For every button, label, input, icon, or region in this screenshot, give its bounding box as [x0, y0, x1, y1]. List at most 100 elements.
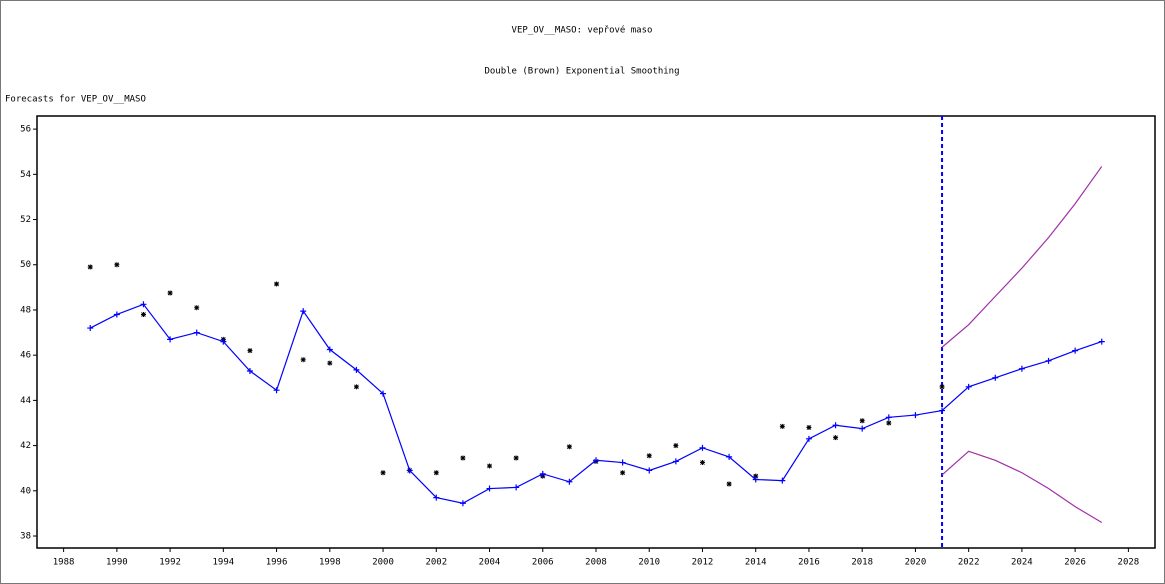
y-tick-label: 46	[20, 351, 31, 361]
point	[353, 384, 359, 390]
point	[939, 407, 946, 414]
point	[539, 470, 546, 477]
x-tick-label: 2028	[1118, 558, 1140, 568]
y-tick-label: 54	[20, 170, 31, 180]
x-tick-label: 2016	[798, 558, 820, 568]
point	[513, 484, 520, 491]
point	[566, 444, 572, 450]
x-tick-label: 1996	[266, 558, 288, 568]
y-tick-label: 50	[20, 260, 31, 270]
point	[380, 470, 386, 476]
point	[380, 390, 387, 397]
point	[619, 459, 626, 466]
x-tick-label: 2024	[1011, 558, 1033, 568]
x-tick-label: 2014	[745, 558, 767, 568]
series-line	[941, 450, 1103, 523]
point	[965, 383, 972, 390]
x-tick-label: 1994	[212, 558, 234, 568]
x-tick-label: 2004	[479, 558, 501, 568]
y-tick-label: 38	[20, 532, 31, 542]
x-tick-label: 2018	[851, 558, 873, 568]
point	[459, 500, 466, 507]
x-tick-label: 2000	[372, 558, 394, 568]
y-tick-label: 48	[20, 305, 31, 315]
x-tick-label: 1988	[53, 558, 75, 568]
point	[886, 420, 892, 426]
point	[140, 311, 146, 317]
point	[274, 281, 280, 287]
series-line	[941, 166, 1103, 348]
point	[326, 346, 333, 353]
point	[460, 455, 466, 461]
x-tick-label: 2002	[425, 558, 447, 568]
point	[220, 338, 227, 345]
point	[939, 384, 945, 390]
point	[487, 463, 493, 469]
point	[832, 422, 839, 429]
point	[273, 387, 280, 394]
point	[167, 336, 174, 343]
point	[912, 412, 919, 419]
point	[726, 453, 733, 460]
x-tick-label: 2006	[532, 558, 554, 568]
point	[779, 423, 785, 429]
point	[673, 443, 679, 449]
point	[406, 467, 413, 474]
point	[246, 367, 253, 374]
point	[140, 301, 147, 308]
point	[1072, 347, 1079, 354]
point	[87, 325, 94, 332]
point	[300, 357, 306, 363]
y-tick-label: 56	[20, 125, 31, 135]
point	[1045, 357, 1052, 364]
point	[646, 467, 653, 474]
x-tick-label: 2020	[905, 558, 927, 568]
point	[992, 374, 999, 381]
point	[1098, 338, 1105, 345]
point	[699, 444, 706, 451]
point	[87, 264, 93, 270]
point	[753, 473, 759, 479]
point	[726, 481, 732, 487]
chart-subtitle: Double (Brown) Exponential Smoothing	[484, 67, 679, 77]
y-axis-title: Forecasts for VEP_OV__MASO	[5, 95, 146, 105]
point	[593, 457, 599, 464]
point	[859, 425, 866, 432]
point	[513, 455, 519, 461]
point	[113, 311, 120, 318]
point	[885, 414, 892, 421]
point	[752, 476, 759, 483]
x-tick-label: 1990	[106, 558, 128, 568]
point	[646, 453, 652, 459]
point	[247, 348, 253, 354]
point	[167, 290, 173, 296]
point	[672, 458, 679, 465]
x-tick-label: 2008	[585, 558, 607, 568]
y-tick-label: 52	[20, 215, 31, 225]
y-tick-label: 42	[20, 441, 31, 451]
point	[805, 435, 812, 442]
point	[859, 418, 865, 424]
point	[566, 478, 573, 485]
x-tick-label: 2010	[638, 558, 660, 568]
x-tick-label: 2026	[1064, 558, 1086, 568]
point	[114, 262, 120, 268]
chart-title: VEP_OV__MASO: vepřové maso	[512, 25, 653, 36]
x-tick-label: 2022	[958, 558, 980, 568]
point	[300, 308, 307, 315]
x-tick-label: 1998	[319, 558, 341, 568]
point	[620, 470, 626, 476]
point	[699, 460, 705, 466]
point	[779, 477, 786, 484]
point	[486, 485, 493, 492]
point	[1018, 365, 1025, 372]
point	[833, 435, 839, 441]
point	[433, 470, 439, 476]
point	[327, 360, 333, 366]
point	[193, 329, 200, 336]
x-tick-label: 2012	[692, 558, 714, 568]
point	[433, 494, 440, 501]
point	[194, 305, 200, 311]
